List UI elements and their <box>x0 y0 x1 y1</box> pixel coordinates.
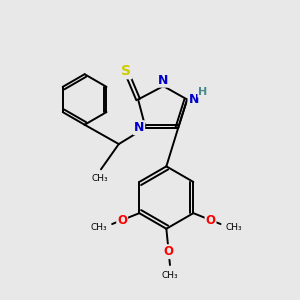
Text: CH₃: CH₃ <box>90 223 107 232</box>
Text: CH₃: CH₃ <box>91 174 108 183</box>
Text: N: N <box>188 93 199 106</box>
Text: N: N <box>158 74 169 87</box>
Text: S: S <box>121 64 131 78</box>
Text: O: O <box>164 245 174 258</box>
Text: O: O <box>117 214 127 226</box>
Text: CH₃: CH₃ <box>226 223 242 232</box>
Text: CH₃: CH₃ <box>162 271 178 280</box>
Text: N: N <box>134 121 144 134</box>
Text: H: H <box>198 87 207 97</box>
Text: O: O <box>206 214 215 226</box>
